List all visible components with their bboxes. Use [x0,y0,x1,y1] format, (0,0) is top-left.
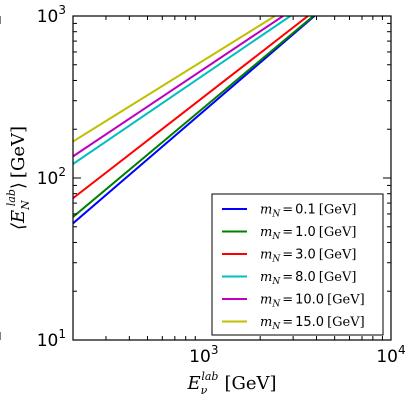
y-tick-label: 102 [37,165,66,189]
x-axis-label: Eνlab [GeV] [186,370,276,397]
series-line-5 [73,16,276,143]
legend-label: mN = 8.0 [GeV] [260,270,356,287]
series-line-2 [73,16,309,200]
legend-label: mN = 3.0 [GeV] [260,248,356,265]
legend-box [211,193,384,336]
y-tick-label: 101 [37,327,66,351]
y-axis-label: ⟨ENlab⟩[GeV] [5,126,32,230]
legend-label: mN = 0.1 [GeV] [260,203,356,220]
legend-label: mN = 10.0 [GeV] [260,293,365,310]
legend: mN = 0.1 [GeV] mN = 1.0 [GeV] mN = 3.0 [GeV] mN = 8.0[… [211,193,384,336]
x-tick-label: 104 [376,343,405,367]
series-line-3 [73,16,291,165]
series-line-4 [73,16,284,158]
series-line-0 [73,16,316,225]
legend-label: mN = 15.0 [GeV] [260,315,365,332]
series-line-1 [73,16,315,218]
plot-area [73,16,316,225]
axis-ticks: 103 104 101 102 103 [0,3,406,367]
legend-label: mN = 1.0 [GeV] [260,225,356,242]
x-tick-label: 103 [189,343,218,367]
y-tick-label: 103 [37,3,66,27]
